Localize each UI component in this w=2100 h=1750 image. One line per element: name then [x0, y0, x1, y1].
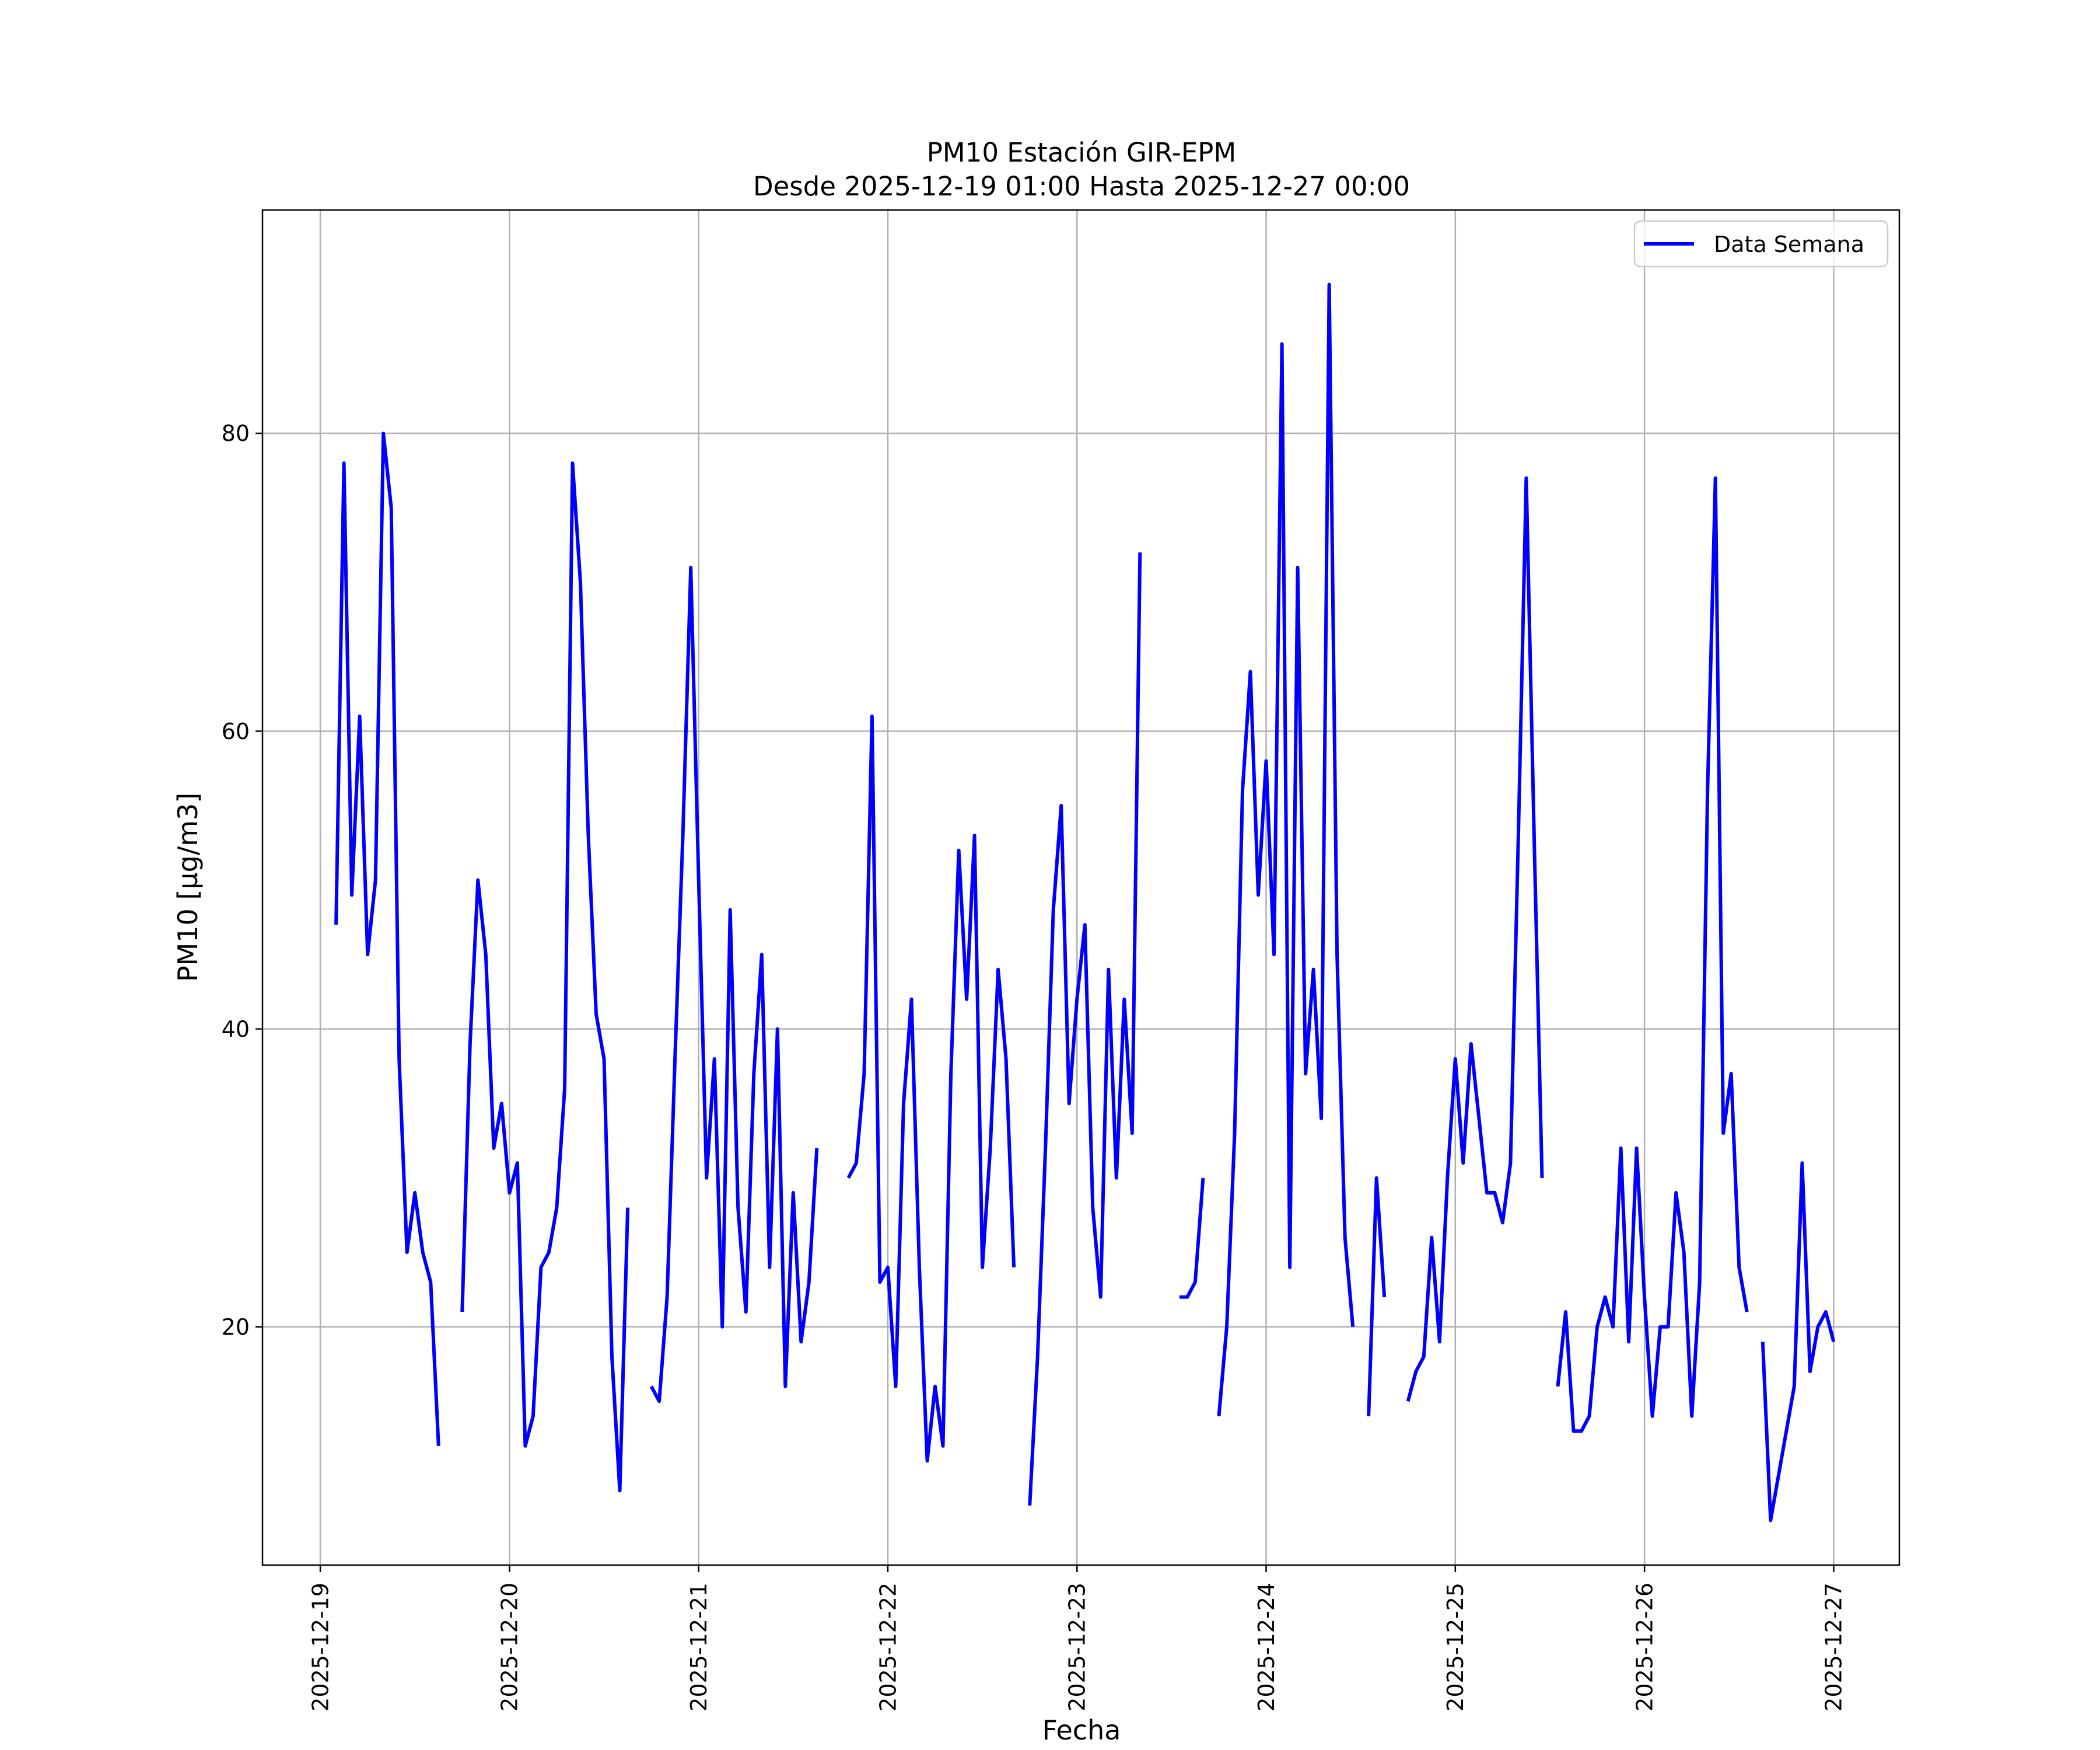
x-tick-label: 2025-12-25: [1443, 1583, 1468, 1712]
x-tick-label: 2025-12-22: [875, 1583, 901, 1712]
x-tick-label: 2025-12-24: [1254, 1583, 1279, 1712]
series-line-segment: [1028, 552, 1142, 1506]
legend-label: Data Semana: [1714, 232, 1864, 257]
chart-title: PM10 Estación GIR-EPM: [927, 137, 1236, 168]
series-line-segment: [1760, 1161, 1836, 1522]
legend: Data Semana: [1633, 220, 1889, 268]
y-tick-label: 60: [222, 719, 250, 744]
chart-subtitle: Desde 2025-12-19 01:00 Hasta 2025-12-27 …: [753, 171, 1410, 202]
x-tick-label: 2025-12-19: [307, 1583, 333, 1712]
x-axis-label: Fecha: [1042, 1714, 1121, 1746]
x-tick-label: 2025-12-27: [1821, 1583, 1847, 1712]
x-tick-label: 2025-12-23: [1065, 1583, 1090, 1712]
series-line-segment: [1556, 476, 1749, 1433]
series-line-segment: [1406, 476, 1544, 1402]
y-tick-label: 20: [222, 1314, 250, 1340]
y-axis-label: PM10 [μg/m3]: [172, 793, 204, 982]
series-layer: [334, 282, 1836, 1522]
series-line-segment: [846, 714, 1016, 1463]
x-tick-label: 2025-12-26: [1632, 1583, 1657, 1712]
series-line-segment: [460, 461, 630, 1493]
y-tick-label: 80: [222, 421, 250, 446]
series-line-segment: [1179, 1178, 1205, 1299]
y-tick-label: 40: [222, 1016, 250, 1042]
series-line-segment: [1217, 282, 1355, 1416]
series-line-segment: [334, 431, 440, 1446]
x-tick-label: 2025-12-21: [686, 1583, 712, 1712]
series-line-segment: [649, 565, 819, 1404]
x-tick-label: 2025-12-20: [497, 1583, 523, 1712]
x-axis: 2025-12-19 2025-12-20 2025-12-21 2025-12-22…: [307, 1565, 1847, 1712]
y-axis: 20 40 60 80: [222, 421, 262, 1340]
series-line-segment: [1367, 1176, 1387, 1416]
legend-box: [1633, 220, 1889, 268]
plot-frame: [261, 209, 1901, 1566]
